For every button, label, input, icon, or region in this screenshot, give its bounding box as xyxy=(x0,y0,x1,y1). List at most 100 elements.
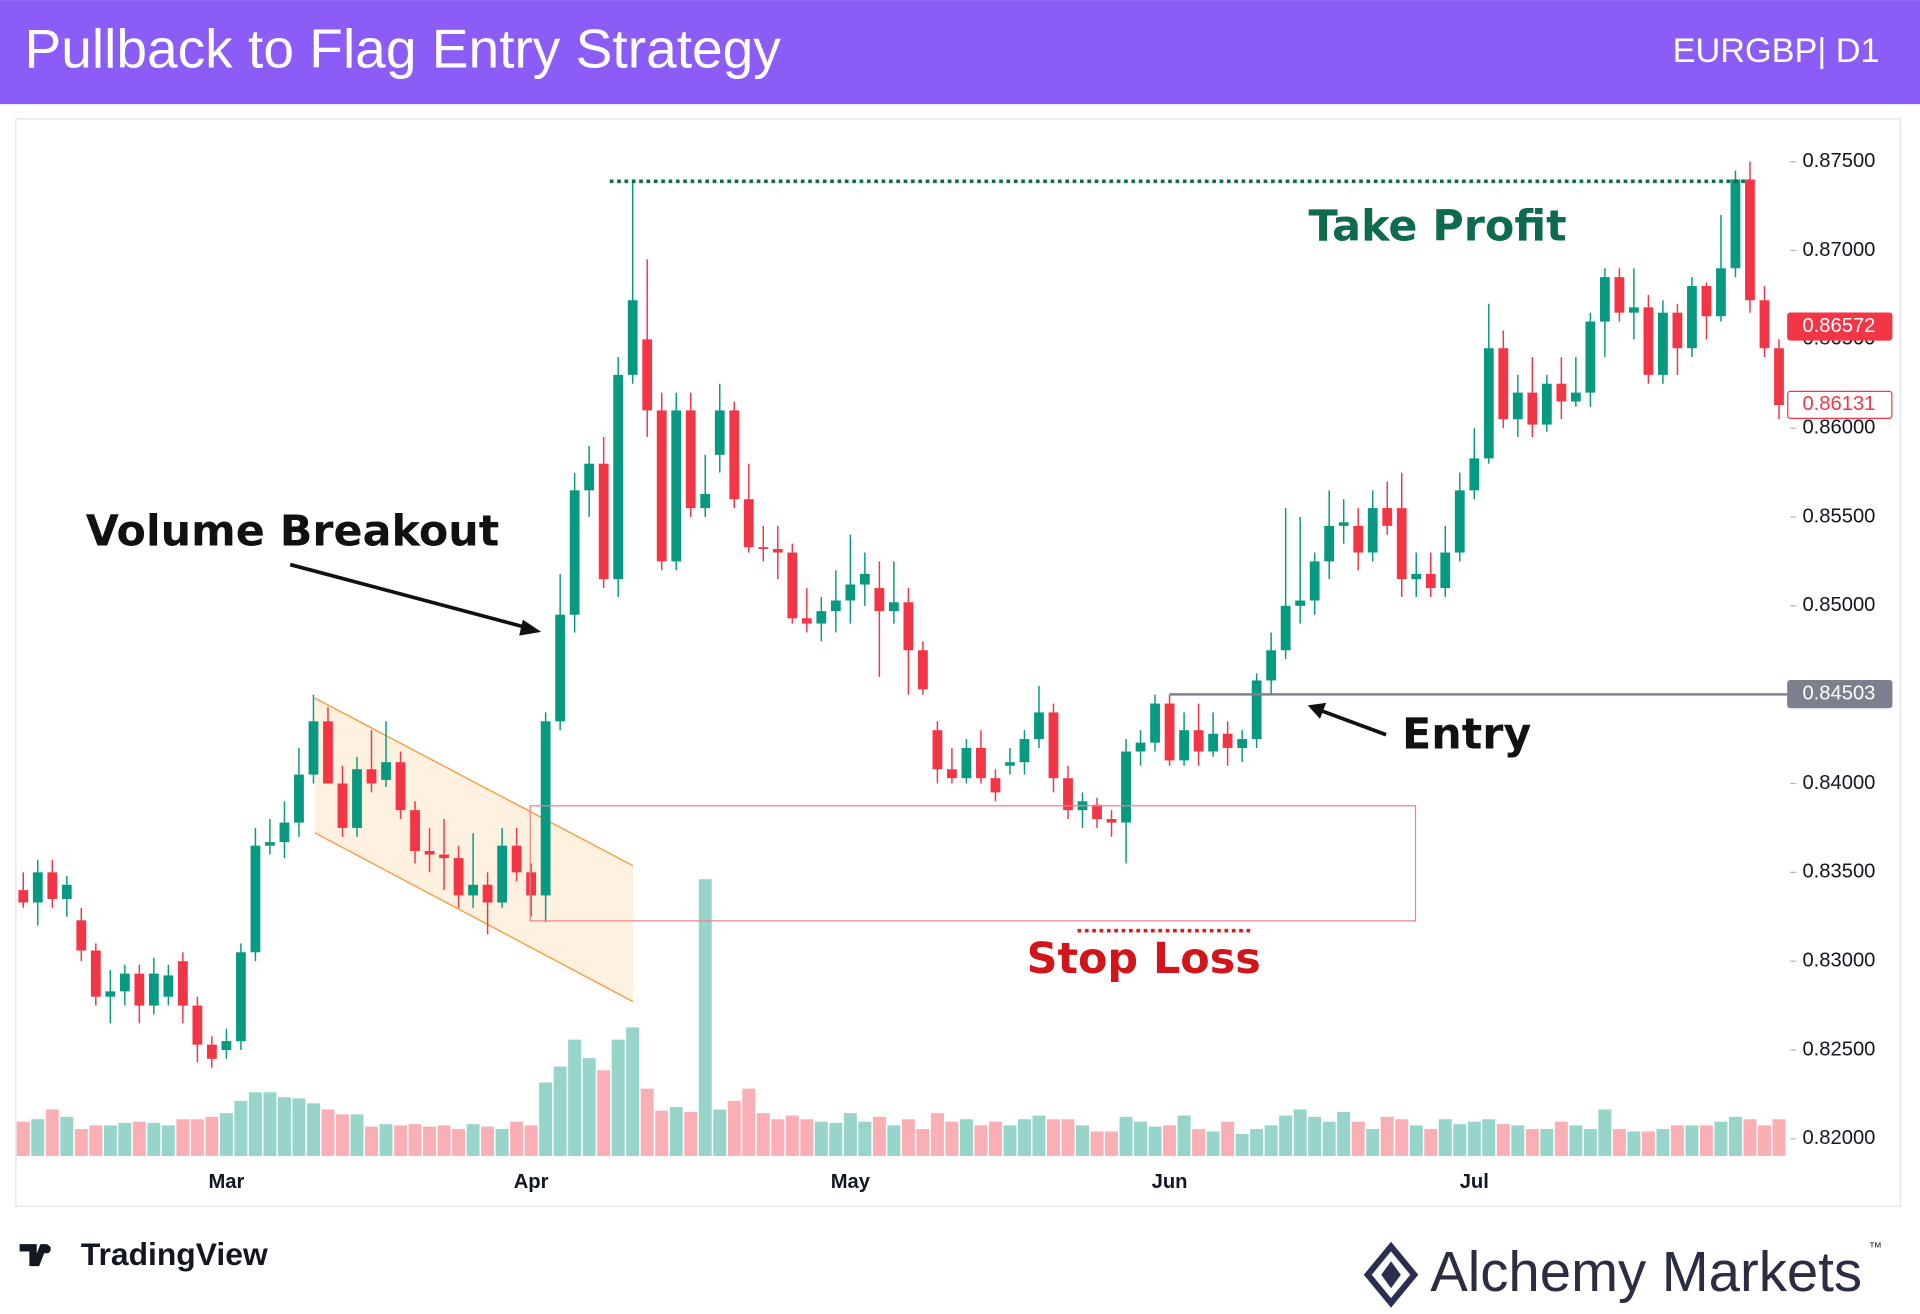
candle-body xyxy=(932,730,943,770)
volume-bar xyxy=(219,1113,233,1156)
trademark: ™ xyxy=(1869,1239,1882,1254)
candle-body xyxy=(1629,307,1639,313)
volume-bar xyxy=(263,1092,277,1156)
y-tick-label: 0.83500 xyxy=(1802,861,1875,883)
candle-layer xyxy=(18,161,1784,1068)
candle-body xyxy=(395,762,406,811)
volume-bar xyxy=(1772,1119,1786,1156)
stop-loss-label: Stop Loss xyxy=(1027,934,1261,984)
volume-bar xyxy=(1076,1125,1089,1156)
volume-bar xyxy=(1395,1119,1409,1156)
candle-body xyxy=(1135,742,1146,752)
candle-body xyxy=(381,762,391,780)
candle-body xyxy=(32,872,43,903)
volume-bar xyxy=(1409,1125,1423,1156)
candle-body xyxy=(1454,490,1465,553)
candle-body xyxy=(453,858,464,896)
volume-bar xyxy=(1366,1129,1380,1156)
volume-bar xyxy=(539,1082,553,1156)
entry-arrow xyxy=(1319,708,1387,737)
candle-body xyxy=(627,300,638,375)
x-tick-label: Jun xyxy=(1152,1171,1188,1193)
candle-body xyxy=(1672,312,1683,349)
candle-body xyxy=(1034,712,1044,740)
y-tick-label: 0.86000 xyxy=(1802,417,1875,439)
volume-bar xyxy=(1699,1125,1713,1156)
candle-body xyxy=(1541,383,1552,425)
volume-bar xyxy=(1380,1116,1394,1156)
candle-body xyxy=(47,872,58,899)
candle-body xyxy=(134,973,145,1006)
flag-upper-line xyxy=(314,697,634,867)
volume-bar xyxy=(684,1111,698,1156)
flag-channel xyxy=(314,698,634,1002)
candle-body xyxy=(772,548,783,553)
y-tick-label: 0.87500 xyxy=(1802,150,1875,172)
candle-body xyxy=(859,573,870,585)
volume-bar xyxy=(655,1110,669,1156)
x-tick-label: Jul xyxy=(1460,1171,1489,1193)
volume-bar xyxy=(423,1126,437,1156)
y-tick-label: 0.85500 xyxy=(1802,505,1875,527)
candle-body xyxy=(439,854,449,859)
volume-bar xyxy=(190,1119,204,1156)
candle-body xyxy=(1570,392,1581,402)
price-label-box xyxy=(1787,312,1893,341)
volume-bar xyxy=(553,1066,567,1156)
candle-body xyxy=(845,584,856,601)
candle-body xyxy=(177,961,188,1006)
candle-body xyxy=(671,410,682,562)
volume-bar xyxy=(756,1113,770,1156)
volume-bar xyxy=(1612,1129,1626,1156)
candle-body xyxy=(1063,778,1073,811)
header-bar xyxy=(0,0,1920,105)
candle-body xyxy=(1759,300,1770,349)
volume-bar xyxy=(974,1125,988,1156)
volume-bar xyxy=(1656,1129,1670,1156)
volume-bar xyxy=(147,1122,161,1156)
volume-bar xyxy=(1641,1131,1655,1156)
candle-body xyxy=(1512,392,1523,420)
volume-bar xyxy=(814,1121,828,1156)
volume-bar xyxy=(1337,1111,1351,1156)
volume-bar xyxy=(205,1116,219,1156)
volume-bar xyxy=(74,1129,88,1156)
candle-body xyxy=(1266,650,1277,681)
volume-bar xyxy=(872,1116,886,1156)
candle-body xyxy=(1701,286,1712,317)
volume-bar xyxy=(1221,1121,1235,1156)
candle-body xyxy=(192,1005,203,1045)
y-tick-label: 0.87000 xyxy=(1802,239,1875,261)
price-label: 0.86131 xyxy=(1802,393,1875,415)
volume-bar xyxy=(1453,1124,1467,1156)
candle-body xyxy=(207,1044,217,1059)
volume-bar xyxy=(408,1124,422,1156)
candle-body xyxy=(1251,680,1262,740)
candle-body xyxy=(468,884,478,896)
volume-bar xyxy=(1496,1124,1510,1156)
volume-bar xyxy=(626,1027,640,1156)
volume-bar xyxy=(916,1129,930,1156)
volume-bar xyxy=(1308,1116,1322,1156)
volume-bar xyxy=(930,1113,944,1156)
volume-bar xyxy=(1627,1131,1641,1156)
volume-bar xyxy=(887,1125,901,1156)
volume-bar xyxy=(1264,1125,1278,1156)
volume-bar xyxy=(31,1119,45,1156)
volume-bar xyxy=(379,1124,393,1156)
volume-bar xyxy=(1192,1129,1206,1156)
volume-bar xyxy=(248,1092,262,1156)
candle-body xyxy=(1716,268,1726,317)
candle-body xyxy=(700,493,711,509)
candle-body xyxy=(1150,703,1160,743)
volume-bar xyxy=(60,1116,74,1156)
price-label: 0.84503 xyxy=(1802,682,1875,704)
y-tick-label: 0.84000 xyxy=(1802,772,1875,794)
candle-body xyxy=(265,842,275,846)
candle-body xyxy=(279,822,290,843)
candle-body xyxy=(816,611,827,624)
candle-body xyxy=(918,650,928,690)
candle-body xyxy=(1614,277,1625,313)
volume-bar xyxy=(785,1115,799,1156)
